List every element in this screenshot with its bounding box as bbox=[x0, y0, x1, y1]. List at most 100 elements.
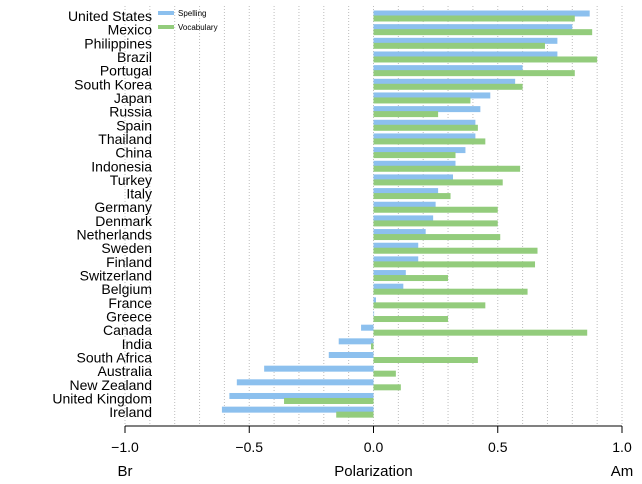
bar-vocabulary-mexico bbox=[373, 29, 593, 36]
bar-spelling-canada bbox=[361, 324, 374, 331]
country-label: India bbox=[122, 336, 153, 352]
bar-vocabulary-netherlands bbox=[373, 234, 501, 241]
country-label: Belgium bbox=[101, 281, 152, 297]
bar-spelling-france bbox=[373, 297, 376, 304]
country-label: Turkey bbox=[110, 172, 152, 188]
country-label: Indonesia bbox=[91, 158, 152, 174]
country-label: China bbox=[115, 145, 152, 161]
bar-vocabulary-indonesia bbox=[373, 165, 521, 172]
country-label: South Africa bbox=[77, 350, 153, 366]
bar-spelling-italy bbox=[373, 188, 439, 195]
bar-vocabulary-switzerland bbox=[373, 275, 449, 282]
x-tick-label: 0.5 bbox=[488, 439, 508, 455]
bar-spelling-new-zealand bbox=[236, 379, 374, 386]
bar-spelling-thailand bbox=[373, 133, 476, 140]
country-label: Canada bbox=[103, 322, 152, 338]
bar-vocabulary-ireland bbox=[336, 411, 374, 418]
country-label: Russia bbox=[109, 104, 152, 120]
bar-spelling-japan bbox=[373, 92, 491, 99]
country-label: Brazil bbox=[117, 49, 152, 65]
legend-swatch-vocabulary bbox=[158, 25, 174, 29]
legend-swatch-spelling bbox=[158, 11, 174, 15]
country-label: Mexico bbox=[108, 22, 153, 38]
country-label: Australia bbox=[98, 363, 153, 379]
bar-vocabulary-south-korea bbox=[373, 83, 523, 90]
bar-spelling-south-africa bbox=[328, 352, 374, 358]
x-axis-title: Polarization bbox=[334, 463, 412, 480]
bar-vocabulary-india bbox=[371, 343, 374, 350]
bar-spelling-united-kingdom bbox=[229, 392, 374, 399]
country-label: Netherlands bbox=[77, 227, 153, 243]
country-label: United Kingdom bbox=[52, 390, 152, 406]
bar-spelling-turkey bbox=[373, 174, 454, 181]
x-axis: −1.0 −0.5 0.0 0.5 1.0 bbox=[111, 425, 632, 455]
bar-spelling-netherlands bbox=[373, 229, 426, 236]
country-label: South Korea bbox=[74, 76, 152, 92]
bar-spelling-ireland bbox=[221, 406, 374, 413]
x-tick-label: 0.0 bbox=[364, 439, 384, 455]
bar-vocabulary-australia bbox=[373, 370, 396, 377]
left-end-label: Br bbox=[118, 463, 133, 480]
bar-spelling-australia bbox=[264, 365, 374, 372]
country-labels: United StatesMexicoPhilippinesBrazilPort… bbox=[52, 8, 153, 420]
bar-spelling-belgium bbox=[373, 283, 404, 290]
bar-vocabulary-russia bbox=[373, 111, 439, 118]
bar-vocabulary-philippines bbox=[373, 42, 545, 49]
country-label: Thailand bbox=[98, 131, 152, 147]
bar-vocabulary-canada bbox=[373, 329, 588, 336]
bar-spelling-portugal bbox=[373, 65, 523, 72]
legend-label-spelling: Spelling bbox=[178, 9, 206, 18]
bar-vocabulary-thailand bbox=[373, 138, 486, 145]
country-label: Sweden bbox=[101, 240, 152, 256]
x-tick-label: −0.5 bbox=[235, 439, 263, 455]
bar-vocabulary-finland bbox=[373, 261, 536, 268]
x-tick-label: −1.0 bbox=[111, 439, 139, 455]
country-label: Switzerland bbox=[80, 268, 152, 284]
country-label: Portugal bbox=[100, 63, 152, 79]
bar-spelling-denmark bbox=[373, 215, 434, 222]
legend: Spelling Vocabulary bbox=[158, 9, 218, 32]
bar-vocabulary-portugal bbox=[373, 70, 575, 77]
country-label: Greece bbox=[106, 309, 152, 325]
bar-spelling-spain bbox=[373, 119, 476, 126]
bar-spelling-philippines bbox=[373, 37, 558, 44]
bar-vocabulary-south-africa bbox=[373, 357, 478, 363]
bar-spelling-china bbox=[373, 147, 466, 154]
bars bbox=[221, 10, 598, 418]
bar-spelling-mexico bbox=[373, 24, 573, 31]
bar-vocabulary-france bbox=[373, 302, 486, 309]
x-tick-label: 1.0 bbox=[612, 439, 632, 455]
bar-vocabulary-china bbox=[373, 152, 456, 159]
bar-vocabulary-brazil bbox=[373, 56, 598, 63]
bar-vocabulary-turkey bbox=[373, 179, 503, 186]
country-label: Germany bbox=[94, 199, 152, 215]
country-label: Japan bbox=[114, 90, 152, 106]
bar-vocabulary-belgium bbox=[373, 288, 528, 295]
bar-vocabulary-denmark bbox=[373, 220, 498, 227]
bar-vocabulary-italy bbox=[373, 193, 451, 200]
bar-vocabulary-sweden bbox=[373, 247, 538, 254]
country-label: Finland bbox=[106, 254, 152, 270]
country-label: Spain bbox=[116, 117, 152, 133]
legend-label-vocabulary: Vocabulary bbox=[178, 23, 218, 32]
bar-spelling-india bbox=[338, 338, 374, 345]
bar-vocabulary-united-kingdom bbox=[284, 397, 374, 404]
bar-spelling-south-korea bbox=[373, 78, 516, 85]
country-label: United States bbox=[68, 8, 152, 24]
bar-spelling-united-states bbox=[373, 10, 590, 17]
bar-spelling-finland bbox=[373, 256, 419, 263]
bar-vocabulary-greece bbox=[373, 316, 449, 323]
bar-vocabulary-new-zealand bbox=[373, 384, 401, 391]
bar-spelling-indonesia bbox=[373, 160, 456, 167]
bar-spelling-greece bbox=[373, 311, 375, 318]
bar-vocabulary-germany bbox=[373, 206, 498, 213]
country-label: France bbox=[108, 295, 152, 311]
country-label: Italy bbox=[126, 186, 152, 202]
bar-spelling-germany bbox=[373, 201, 436, 208]
bar-vocabulary-spain bbox=[373, 124, 478, 131]
country-label: Ireland bbox=[109, 404, 152, 420]
country-label: Philippines bbox=[84, 35, 152, 51]
bar-spelling-sweden bbox=[373, 242, 419, 249]
bar-vocabulary-united-states bbox=[373, 15, 575, 22]
